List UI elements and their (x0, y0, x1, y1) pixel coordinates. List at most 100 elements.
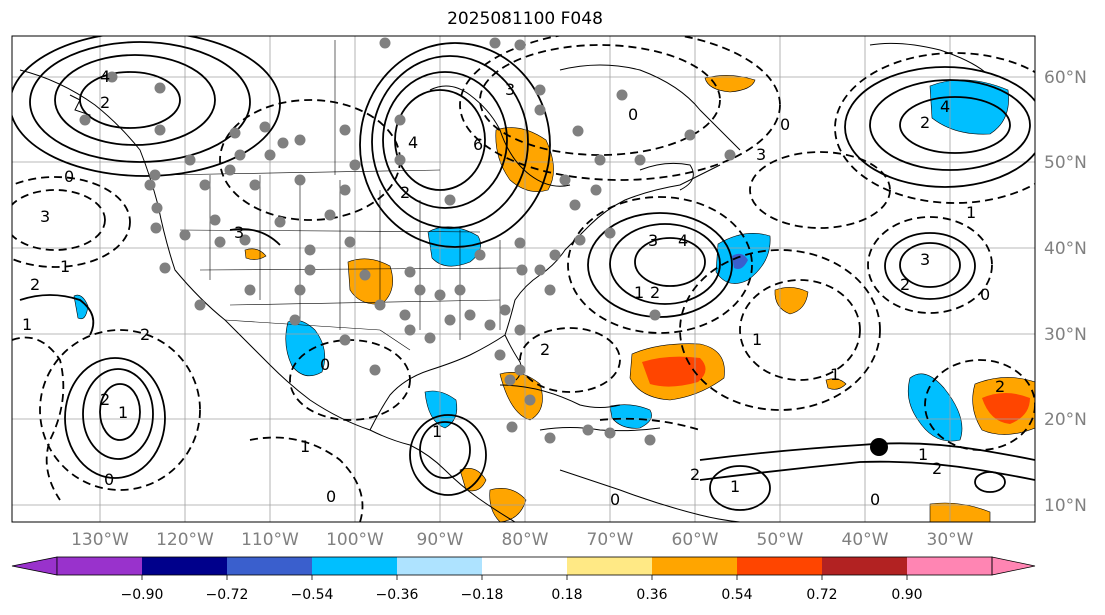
map-title: 2025081100 F048 (447, 9, 603, 29)
contour-label: 3 (40, 207, 50, 226)
contour-label: 0 (64, 167, 74, 186)
contour-label: 1 (830, 365, 840, 384)
contour-label: 2 (995, 377, 1005, 396)
lat-label: 10°N (1044, 496, 1087, 516)
orange-shade-southatl (929, 502, 991, 522)
blue-shade-caribbean (609, 404, 652, 429)
colorbar-bin (567, 557, 652, 575)
orange-shade-labrador (704, 75, 756, 93)
contour-label: 1 (60, 257, 70, 276)
contour-label: 2 (400, 183, 410, 202)
orange-shade-central-am (459, 468, 487, 492)
lon-label: 120°W (156, 530, 214, 550)
contour-label: 3 (234, 223, 244, 242)
contour-label: 3 (920, 250, 930, 269)
contour-label: 3 (648, 231, 658, 250)
longitude-labels: 130°W 120°W 110°W 100°W 90°W 80°W 70°W 6… (71, 530, 974, 550)
lon-label: 80°W (502, 530, 549, 550)
map-frame (11, 35, 1036, 523)
contour-label: 0 (610, 490, 620, 509)
colorbar-tick: −0.72 (206, 587, 249, 603)
contour-label: 6 (473, 135, 483, 154)
contour-label: 4 (408, 133, 418, 152)
lat-label: 50°N (1044, 153, 1087, 173)
contour-label: 0 (326, 487, 336, 506)
colorbar-bin (482, 557, 567, 575)
contour-label: 1 (918, 445, 928, 464)
contour-label: 0 (870, 490, 880, 509)
contour-labels: 2 4 4 3 2 6 4 3 1 0 2 1 0 3 2 4 3 2 0 3 … (22, 67, 1005, 509)
contour-label: 2 (690, 465, 700, 484)
contour-label: 2 (140, 325, 150, 344)
lon-label: 110°W (241, 530, 299, 550)
contour-label: 0 (980, 285, 990, 304)
station-markers (79, 37, 736, 446)
contour-label: 1 (300, 437, 310, 456)
contour-label: 1 (634, 283, 644, 302)
anomaly-shading (73, 75, 1035, 522)
storm-marker (870, 438, 888, 456)
contour-label: 0 (628, 105, 638, 124)
contour-label: 3 (756, 145, 766, 164)
lon-label: 90°W (417, 530, 464, 550)
blue-shade-eastatl (907, 373, 963, 442)
contour-label: 2 (30, 275, 40, 294)
contour-label: 1 (22, 315, 32, 334)
gridlines (12, 36, 1035, 522)
lat-label: 60°N (1044, 68, 1087, 88)
political-borders (159, 40, 521, 351)
contour-label: 2 (100, 93, 110, 112)
colorbar-tick: −0.54 (291, 587, 334, 603)
contour-label: 1 (118, 403, 128, 422)
contour-label: 2 (650, 283, 660, 302)
orange-shade-midatl (774, 287, 809, 315)
colorbar-tick: 0.72 (806, 587, 837, 603)
contour-label: 1 (432, 422, 442, 441)
colorbar-tick: −0.36 (376, 587, 419, 603)
colorbar-tick: −0.18 (461, 587, 504, 603)
contour-label: 0 (780, 115, 790, 134)
colorbar: −0.90 −0.72 −0.54 −0.36 −0.18 0.18 0.36 … (11, 556, 1036, 603)
lon-label: 40°W (842, 530, 889, 550)
contour-label: 4 (678, 231, 688, 250)
lon-label: 100°W (326, 530, 384, 550)
contour-label: 0 (320, 355, 330, 374)
contour-label: 1 (730, 477, 740, 496)
contour-label: 2 (920, 113, 930, 132)
colorbar-bin (652, 557, 737, 575)
colorbar-tick: 0.36 (636, 587, 667, 603)
negative-contours (12, 36, 1035, 522)
orange-shade-plains (347, 258, 393, 305)
colorbar-bin (57, 557, 142, 575)
colorbar-bin (227, 557, 312, 575)
lat-label: 30°N (1044, 325, 1087, 345)
contour-label: 1 (966, 203, 976, 222)
contour-label: 4 (940, 97, 950, 116)
latitude-labels: 60°N 50°N 40°N 30°N 20°N 10°N (1044, 68, 1087, 516)
lon-label: 30°W (927, 530, 974, 550)
colorbar-left-arrow (11, 556, 58, 576)
colorbar-tick: 0.54 (721, 587, 752, 603)
orange-shade-azores (825, 378, 847, 390)
contour-label: 1 (752, 330, 762, 349)
colorbar-tick: 0.90 (891, 587, 922, 603)
colorbar-tick: −0.90 (121, 587, 164, 603)
colorbar-bin (822, 557, 907, 575)
lon-label: 60°W (672, 530, 719, 550)
red-shade-atlantic (642, 356, 706, 387)
lon-label: 130°W (71, 530, 129, 550)
blue-shade-pacific (73, 294, 89, 320)
colorbar-bin (397, 557, 482, 575)
orange-shade-west (244, 248, 267, 260)
contour-label: 0 (104, 470, 114, 489)
colorbar-bin (737, 557, 822, 575)
contour-label: 2 (900, 275, 910, 294)
colorbar-tick: 0.18 (551, 587, 582, 603)
contour-label: 2 (932, 459, 942, 478)
lat-label: 40°N (1044, 239, 1087, 259)
contour-label: 4 (100, 67, 110, 86)
red-shade-eastatl (982, 393, 1030, 424)
lon-label: 70°W (587, 530, 634, 550)
lon-label: 50°W (757, 530, 804, 550)
